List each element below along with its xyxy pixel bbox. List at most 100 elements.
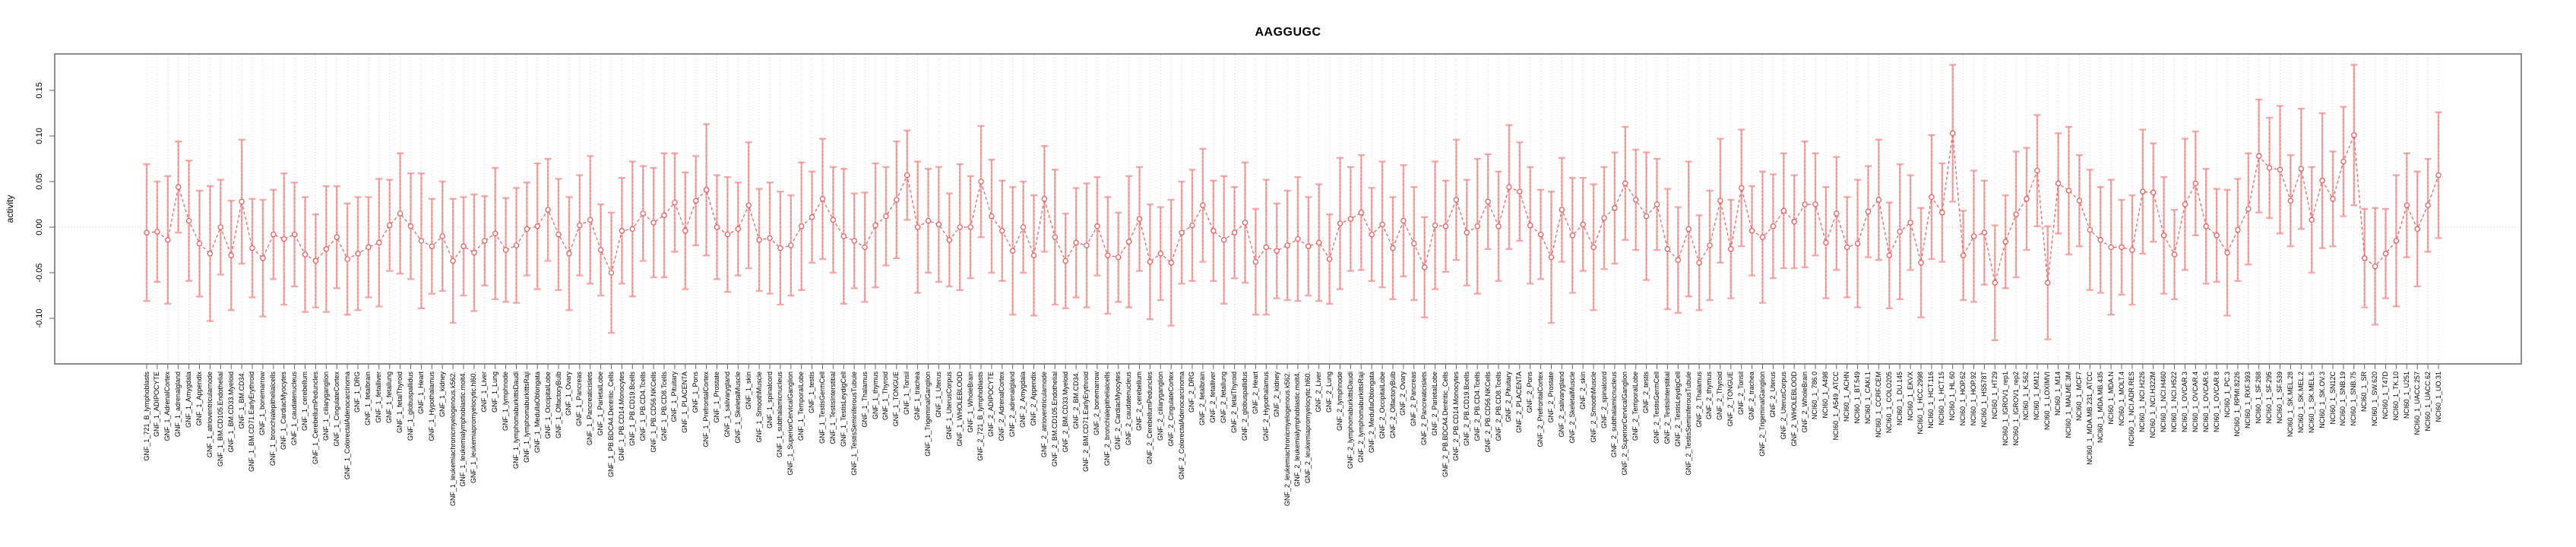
x-tick-label: NCI60_1_SNB.19 (2339, 372, 2347, 426)
x-tick-label: GNF_2_Thyroid (1716, 372, 1724, 421)
x-tick-label: GNF_1_salivarygland (723, 372, 731, 438)
x-tick-label: GNF_1_BM.CD33.Myeloid (226, 372, 235, 453)
x-tick-label: NCI60_1_T47D (2381, 372, 2389, 419)
x-tick-label: GNF_1_TrigeminalGanglion (923, 372, 932, 457)
x-tick-label: GNF_1_Hypothalamus (427, 372, 435, 441)
x-tick-label: GNF_2_atrioventricularnode (1040, 372, 1048, 458)
x-tick-label: GNF_2_Pituitary (1505, 372, 1513, 422)
x-tick-label: GNF_2_fetalbrain (1198, 372, 1207, 426)
x-tick-label: GNF_1_Thyroid (881, 372, 890, 421)
x-tick-label: NCI60_1_KM12 (2033, 372, 2041, 421)
x-tick-label: GNF_1_PB.BDCA4.Dentritic_Cells (607, 372, 616, 478)
x-tick-label: GNF_1_leukemiachronicmyelogenous.k562. (448, 372, 457, 507)
x-tick-label: GNF_1_721_B_lymphoblasts (142, 372, 150, 461)
x-tick-label: GNF_2_PLACENTA (1515, 372, 1524, 433)
x-tick-label: NCI60_1_SR (2360, 372, 2369, 413)
x-tick-label: NCI60_1_MALME.3M (2065, 372, 2073, 438)
x-tick-label: GNF_2_PrefrontalCortex (1536, 372, 1545, 447)
x-tick-label: GNF_2_thymus (1705, 372, 1714, 420)
x-tick-label: GNF_2_AdrenalCortex (998, 372, 1006, 441)
x-tick-label: NCI60_1_M14 (2054, 372, 2062, 416)
x-tick-label: GNF_2_globuspallidus (1240, 372, 1248, 441)
x-tick-label: GNF_1_Pancreaticislets (586, 372, 594, 446)
x-tick-label: GNF_1_lymphomaburkittsDaudi (511, 372, 520, 470)
x-tick-label: NCI60_1_K.562 (2022, 372, 2030, 421)
x-tick-label: GNF_1_skin (744, 372, 752, 410)
x-tick-label: GNF_1_Tonsil (903, 372, 911, 416)
x-tick-label: GNF_1_TestisGermCell (818, 372, 826, 444)
x-tick-label: GNF_2_TestisGermCell (1653, 372, 1660, 444)
x-tick-label: GNF_2_TrigeminalGanglion (1758, 372, 1766, 457)
x-tick-label: GNF_2_fetallung (1220, 372, 1228, 424)
x-tick-label: GNF_1_trachea (913, 372, 922, 421)
x-tick-label: GNF_2_leukemiachronicmyelogenous.k562. (1283, 372, 1291, 507)
x-tick-label: NCI60_1_ACHN (1843, 372, 1851, 422)
x-tick-label: GNF_1_DRG (353, 372, 362, 413)
x-tick-label: GNF_1_MedullaOblongata (533, 372, 541, 454)
x-tick-label: GNF_1_OccipitalLobe (543, 372, 552, 439)
x-tick-label: GNF_1_WholeBrain (966, 372, 974, 433)
x-tick-label: NCI60_1_MOLT.4 (2117, 372, 2125, 426)
x-tick-label: GNF_1_PB.CD19.Bcells (628, 372, 636, 447)
x-tick-label: GNF_2_UterusCorpus (1779, 372, 1787, 440)
x-tick-label: NCI60_1_A549_ATCC (1832, 372, 1840, 441)
x-tick-label: NCI60_1_SW.620 (2371, 372, 2379, 427)
x-tick-label: GNF_2_bonemarrow (1093, 372, 1101, 436)
x-tick-label: GNF_1_CerebellumPeduncles (311, 372, 319, 465)
x-tick-label: GNF_2_OlfactoryBulb (1388, 372, 1397, 439)
x-tick-label: NCI60_1_UACC.62 (2423, 372, 2432, 432)
x-tick-label: GNF_1_atrioventricularnode (205, 372, 214, 458)
x-tick-label: GNF_1_fetalThyroid (396, 372, 404, 434)
x-tick-label: GNF_1_TONGUE (892, 372, 900, 427)
x-tick-label: GNF_2_Prostate (1547, 372, 1555, 423)
y-tick-label: 0.15 (35, 82, 44, 99)
x-tick-label: NCI60_1_OVCAR.8 (2212, 372, 2220, 433)
x-tick-label: GNF_1_CardiacMyocytes (280, 372, 288, 451)
x-tick-label: GNF_2_bronchialepithelialcells (1103, 372, 1112, 466)
x-tick-label: GNF_2_Uterus (1768, 372, 1777, 418)
x-tick-label: GNF_1_bonemarrow (258, 372, 267, 436)
x-tick-label: GNF_2_MedullaOblongata (1367, 372, 1375, 454)
x-tick-label: GNF_1_caudatenucleus (290, 372, 299, 446)
x-tick-label: NCI60_1_NCI.H522 (2170, 372, 2179, 433)
x-tick-label: NCI60_1_HCC.2998 (1916, 372, 1925, 435)
x-tick-label: NCI60_1_OVCAR.3 (2180, 372, 2188, 433)
x-tick-label: GNF_2_adrenalgland (1008, 372, 1017, 438)
x-tick-label: NCI60_1_HS578T (1979, 372, 1988, 428)
y-tick-label: 0.10 (35, 128, 44, 144)
y-tick-label: 0.00 (35, 219, 44, 236)
x-tick-label: GNF_2_PB.BDCA4.Dentritic_Cells (1441, 372, 1450, 478)
x-tick-label: NCI60_1_MDA.MB.435 (2096, 372, 2104, 444)
x-tick-label: GNF_2_leukemialymphoblastic.molt4. (1293, 372, 1302, 487)
x-tick-label: GNF_1_spinalcord (765, 372, 774, 429)
x-tick-label: GNF_2_OccipitalLobe (1378, 372, 1386, 439)
x-tick-label: NCI60_1_MDA.N (2106, 372, 2115, 425)
x-tick-label: NCI60_1_HOP.62 (1959, 372, 1967, 426)
x-tick-label: GNF_1_Pancreas (575, 372, 584, 427)
x-tick-label: NCI60_1_UACC.257 (2413, 372, 2421, 435)
x-tick-label: GNF_1_ADIPOCYTE (153, 372, 161, 438)
x-tick-label: GNF_2_Tonsil (1737, 372, 1745, 416)
x-tick-label: GNF_1_Liver (480, 372, 489, 413)
x-tick-label: NCI60_1_SNB.75 (2350, 372, 2358, 426)
x-tick-label: GNF_1_PrefrontalCortex (702, 372, 710, 447)
y-tick-label: -0.10 (35, 308, 44, 328)
chart-title: AAGGUGC (1255, 26, 1321, 39)
x-tick-label: GNF_2_DRG (1188, 372, 1196, 413)
x-tick-label: GNF_2_Lung (1325, 372, 1334, 413)
x-tick-label: GNF_2_lymphomaburkittsRaji (1356, 372, 1365, 463)
x-tick-label: GNF_2_CingulateCortex (1166, 372, 1175, 447)
x-tick-label: NCI60_1_PC.3 (2223, 372, 2231, 418)
x-tick-label: NCI60_1_SK.MEL.5 (2307, 372, 2315, 434)
x-tick-label: GNF_2_BM.CD33.Myeloid (1061, 372, 1069, 453)
x-tick-label: GNF_1_BM.CD105.Endothelial (216, 372, 224, 467)
x-tick-label: NCI60_1_NCI.H322M (2149, 372, 2157, 438)
x-tick-label: NCI60_1_SF.539 (2276, 372, 2284, 424)
x-tick-label: GNF_2_SkeletalMuscle (1568, 372, 1576, 444)
x-tick-label: GNF_1_fetalliver (375, 372, 383, 423)
x-tick-label: NCI60_1_SK.MEL.28 (2286, 372, 2294, 438)
x-tick-label: GNF_1_thymus (871, 372, 879, 420)
x-tick-label: GNF_1_PB.CD8.Tcells (660, 372, 668, 441)
